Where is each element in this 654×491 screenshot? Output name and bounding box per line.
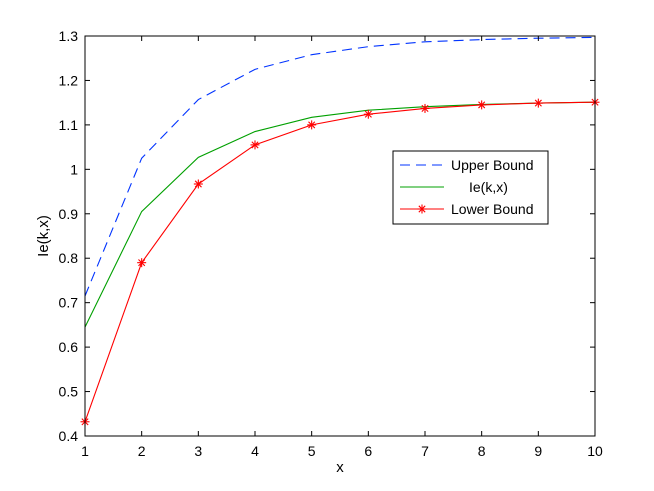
plot-frame xyxy=(84,35,596,437)
data-point-lower-bound xyxy=(250,140,260,150)
data-point-lower-bound xyxy=(420,103,430,113)
legend-lower-bound-marker xyxy=(417,204,427,214)
x-tick-label: 10 xyxy=(587,443,603,459)
x-tick-label: 2 xyxy=(138,443,146,459)
data-point-lower-bound xyxy=(307,120,317,130)
legend-marker-asterisk xyxy=(417,204,427,214)
legend: Upper Bound Ie(k,x) Lower Bound xyxy=(392,150,549,225)
data-point-lower-bound xyxy=(477,100,487,110)
y-tick-label: 0.6 xyxy=(59,339,79,355)
legend-label-lower-bound: Lower Bound xyxy=(451,201,534,217)
x-tick-label: 5 xyxy=(308,443,316,459)
data-point-lower-bound xyxy=(137,258,147,268)
x-tick-label: 6 xyxy=(364,443,372,459)
y-tick-label: 1.2 xyxy=(59,72,79,88)
axis-layer: 1 2 3 4 5 6 7 8 9 10 0.4 0.5 0.6 0.7 0.8 0.9 1 1.1 1.2 1.3 xyxy=(59,28,603,459)
legend-label-ie: Ie(k,x) xyxy=(469,179,508,195)
x-tick-label: 9 xyxy=(534,443,542,459)
x-tick-label: 4 xyxy=(251,443,259,459)
series-line-upper-bound xyxy=(84,36,596,297)
y-tick-label: 0.4 xyxy=(59,428,79,444)
x-tick-label: 1 xyxy=(81,443,89,459)
data-point-lower-bound xyxy=(533,98,543,108)
legend-label-upper-bound: Upper Bound xyxy=(451,157,534,173)
x-tick-label: 3 xyxy=(194,443,202,459)
plot-area xyxy=(85,36,595,436)
series-layer xyxy=(80,36,600,427)
series-line-lower-bound xyxy=(84,101,596,422)
x-tick-label: 8 xyxy=(478,443,486,459)
data-point-lower-bound xyxy=(193,179,203,189)
y-tick-label: 1 xyxy=(70,161,78,177)
y-tick-label: 1.1 xyxy=(59,117,79,133)
x-tick-label: 7 xyxy=(421,443,429,459)
y-tick-label: 0.9 xyxy=(59,206,79,222)
x-axis-label: x xyxy=(336,459,344,476)
y-tick-label: 0.8 xyxy=(59,250,79,266)
data-point-lower-bound xyxy=(363,109,373,119)
y-axis-label: Ie(k,x) xyxy=(35,215,52,257)
y-tick-label: 0.7 xyxy=(59,295,79,311)
y-tick-label: 1.3 xyxy=(59,28,79,44)
y-tick-label: 0.5 xyxy=(59,384,79,400)
